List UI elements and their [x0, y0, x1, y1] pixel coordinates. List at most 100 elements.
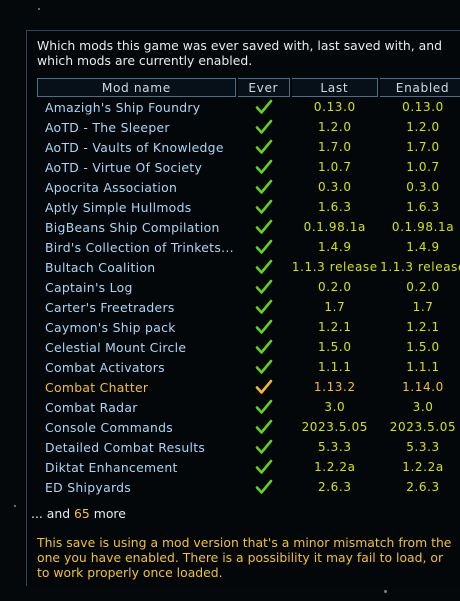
- last-version: 1.4.9: [318, 240, 352, 254]
- enabled-version: 1.2.1: [406, 320, 440, 334]
- mod-name: ED Shipyards: [45, 479, 132, 495]
- enabled-version: 1.7: [412, 300, 434, 314]
- more-mods-text: ... and 65 more: [31, 506, 126, 521]
- mod-name: Combat Radar: [45, 399, 138, 415]
- last-version: 1.1.3 release: [291, 260, 378, 274]
- enabled-version: 1.6.3: [406, 200, 440, 214]
- mod-info-panel: Which mods this game was ever saved with…: [26, 30, 460, 586]
- check-icon: [255, 179, 273, 195]
- mod-name: Combat Chatter: [45, 379, 149, 395]
- check-icon: [255, 259, 273, 275]
- last-version: 2.6.3: [318, 480, 352, 494]
- mod-name: Combat Activators: [45, 359, 165, 375]
- ever-cell: [238, 117, 290, 137]
- table-row: Diktat Enhancement 1.2.2a 1.2.2a: [37, 457, 460, 477]
- table-row: Carter's Freetraders 1.7 1.7: [37, 297, 460, 317]
- ever-cell: [238, 137, 290, 157]
- mod-name: Bird's Collection of Trinkets...: [45, 239, 234, 255]
- check-icon: [255, 419, 273, 435]
- last-version: 1.13.2: [313, 380, 356, 394]
- enabled-version: 5.3.3: [406, 440, 440, 454]
- check-icon: [255, 239, 273, 255]
- mismatch-warning: This save is using a mod version that's …: [37, 535, 452, 580]
- table-row: Caymon's Ship pack 1.2.1 1.2.1: [37, 317, 460, 337]
- column-header-enabled: Enabled: [380, 78, 460, 97]
- table-row: Aptly Simple Hullmods 1.6.3 1.6.3: [37, 197, 460, 217]
- enabled-version: 1.1.1: [406, 360, 440, 374]
- enabled-version: 1.4.9: [406, 240, 440, 254]
- table-row: Console Commands 2023.5.05 2023.5.05: [37, 417, 460, 437]
- table-row: Combat Activators 1.1.1 1.1.1: [37, 357, 460, 377]
- more-suffix: more: [93, 506, 126, 521]
- last-version: 0.2.0: [318, 280, 352, 294]
- check-icon: [255, 199, 273, 215]
- check-icon: [255, 339, 273, 355]
- ever-cell: [238, 317, 290, 337]
- table-row: ED Shipyards 2.6.3 2.6.3: [37, 477, 460, 497]
- check-icon: [255, 119, 273, 135]
- background-star: [14, 505, 16, 507]
- mod-name: Bultach Coalition: [45, 259, 156, 275]
- ever-cell: [238, 337, 290, 357]
- last-version: 0.3.0: [318, 180, 352, 194]
- enabled-version: 1.2.0: [406, 120, 440, 134]
- column-header-last: Last: [291, 78, 378, 97]
- enabled-version: 1.2.2a: [402, 460, 444, 474]
- table-row: AoTD - Vaults of Knowledge 1.7.0 1.7.0: [37, 137, 460, 157]
- mod-name: Console Commands: [45, 419, 174, 435]
- enabled-version: 0.13.0: [402, 100, 444, 114]
- ever-cell: [238, 217, 290, 237]
- column-header-ever: Ever: [237, 78, 290, 97]
- table-row: Apocrita Association 0.3.0 0.3.0: [37, 177, 460, 197]
- mod-name: Detailed Combat Results: [45, 439, 206, 455]
- ever-cell: [238, 477, 290, 497]
- ever-cell: [238, 417, 290, 437]
- last-version: 1.2.1: [318, 320, 352, 334]
- check-icon: [255, 359, 273, 375]
- ever-cell: [238, 237, 290, 257]
- enabled-version: 3.0: [412, 400, 434, 414]
- mod-name: AoTD - Virtue Of Society: [45, 159, 203, 175]
- mod-name: Carter's Freetraders: [45, 299, 175, 315]
- last-version: 1.7: [324, 300, 346, 314]
- mod-name: Diktat Enhancement: [45, 459, 178, 475]
- ever-cell: [238, 277, 290, 297]
- last-version: 1.7.0: [318, 140, 352, 154]
- enabled-version: 0.3.0: [406, 180, 440, 194]
- last-version: 0.1.98.1a: [303, 220, 366, 234]
- table-row: AoTD - The Sleeper 1.2.0 1.2.0: [37, 117, 460, 137]
- enabled-version: 2.6.3: [406, 480, 440, 494]
- last-version: 0.13.0: [313, 100, 356, 114]
- ever-cell: [238, 157, 290, 177]
- mod-name: Celestial Mount Circle: [45, 339, 187, 355]
- column-header-mod-name: Mod name: [37, 78, 236, 97]
- mod-name: Amazigh's Ship Foundry: [45, 99, 201, 115]
- table-row: Combat Chatter 1.13.2 1.14.0: [37, 377, 460, 397]
- check-icon: [255, 399, 273, 415]
- mod-name: BigBeans Ship Compilation: [45, 219, 220, 235]
- table-row: Captain's Log 0.2.0 0.2.0: [37, 277, 460, 297]
- check-icon: [255, 159, 273, 175]
- enabled-version: 1.5.0: [406, 340, 440, 354]
- enabled-version: 0.1.98.1a: [391, 220, 455, 234]
- mod-name: AoTD - Vaults of Knowledge: [45, 139, 224, 155]
- check-icon: [255, 459, 273, 475]
- check-icon: [255, 379, 273, 395]
- ever-cell: [238, 357, 290, 377]
- last-version: 1.2.0: [318, 120, 352, 134]
- last-version: 1.2.2a: [314, 460, 356, 474]
- check-icon: [255, 439, 273, 455]
- table-row: Bird's Collection of Trinkets... 1.4.9 1.4…: [37, 237, 460, 257]
- last-version: 1.6.3: [318, 200, 352, 214]
- mod-name: Aptly Simple Hullmods: [45, 199, 192, 215]
- last-version: 1.0.7: [318, 160, 352, 174]
- last-version: 1.1.1: [318, 360, 352, 374]
- check-icon: [255, 219, 273, 235]
- ever-cell: [238, 97, 290, 117]
- table-row: Amazigh's Ship Foundry 0.13.0 0.13.0: [37, 97, 460, 117]
- check-icon: [255, 479, 273, 495]
- intro-text: Which mods this game was ever saved with…: [37, 38, 442, 68]
- enabled-version: 1.0.7: [406, 160, 440, 174]
- table-row: Celestial Mount Circle 1.5.0 1.5.0: [37, 337, 460, 357]
- table-row: Detailed Combat Results 5.3.3 5.3.3: [37, 437, 460, 457]
